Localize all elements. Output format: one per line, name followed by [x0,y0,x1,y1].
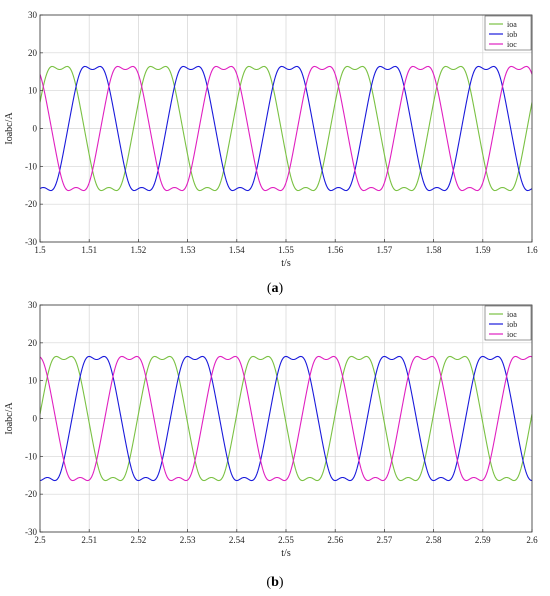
x-tick-label: 2.56 [327,535,343,545]
x-tick-label: 2.57 [377,535,393,545]
x-tick-label: 1.52 [131,245,147,255]
legend-label-ioc: ioc [507,40,517,49]
y-tick-label: 10 [28,86,38,96]
x-axis-label: t/s [281,548,291,559]
legend-label-ioa: ioa [507,310,517,319]
x-tick-label: 1.53 [180,245,196,255]
series-line-iob [40,65,532,192]
x-tick-label: 2.55 [278,535,294,545]
x-tick-label: 1.6 [526,245,538,255]
y-tick-label: -10 [25,451,37,461]
x-tick-label: 1.56 [327,245,343,255]
chart-panel-b: 2.5 2.51 2.52 2.53 2.54 2.55 2.56 2.57 2.58 2.59 2… [4,300,538,559]
y-tick-label: 20 [28,338,38,348]
x-tick-label: 1.5 [34,245,46,255]
x-tick-label: 2.54 [229,535,245,545]
y-tick-label: -20 [25,199,37,209]
series-line-ioc [40,65,532,192]
x-tick-label: 1.54 [229,245,245,255]
x-tick-label: 1.59 [475,245,491,255]
x-tick-label: 2.52 [131,535,147,545]
x-tick-label: 2.59 [475,535,491,545]
x-tick-label: 2.51 [81,535,97,545]
y-tick-label: -20 [25,489,37,499]
caption-b: (b) [266,575,283,590]
x-tick-label: 2.6 [526,535,538,545]
series-line-ioa [40,355,532,482]
caption-a: (a) [267,281,284,296]
y-tick-label: 0 [33,414,38,424]
series-line-ioa [40,65,532,192]
legend-label-ioc: ioc [507,330,517,339]
legend-label-ioa: ioa [507,20,517,29]
y-axis-label: Ioabc/A [4,402,15,435]
y-tick-label: 10 [28,376,38,386]
y-tick-label: -10 [25,161,37,171]
x-tick-label: 2.58 [426,535,442,545]
y-tick-label: 30 [28,10,38,20]
y-axis-label: Ioabc/A [4,112,15,145]
x-tick-label: 1.58 [426,245,442,255]
series-line-iob [40,355,532,482]
x-axis-label: t/s [281,258,291,269]
y-tick-label: 20 [28,48,38,58]
x-tick-label: 2.5 [34,535,46,545]
x-tick-label: 1.51 [81,245,97,255]
x-tick-label: 2.53 [180,535,196,545]
legend-label-iob: iob [507,30,517,39]
y-tick-label: 30 [28,300,38,310]
y-tick-label: -30 [25,237,37,247]
y-tick-label: 0 [33,124,38,134]
y-tick-label: -30 [25,527,37,537]
legend-label-iob: iob [507,320,517,329]
series-line-ioc [40,355,532,482]
x-tick-label: 1.57 [377,245,393,255]
chart-panel-a: 1.5 1.51 1.52 1.53 1.54 1.55 1.56 1.57 1.58 1.59 1… [4,10,538,269]
x-tick-label: 1.55 [278,245,294,255]
